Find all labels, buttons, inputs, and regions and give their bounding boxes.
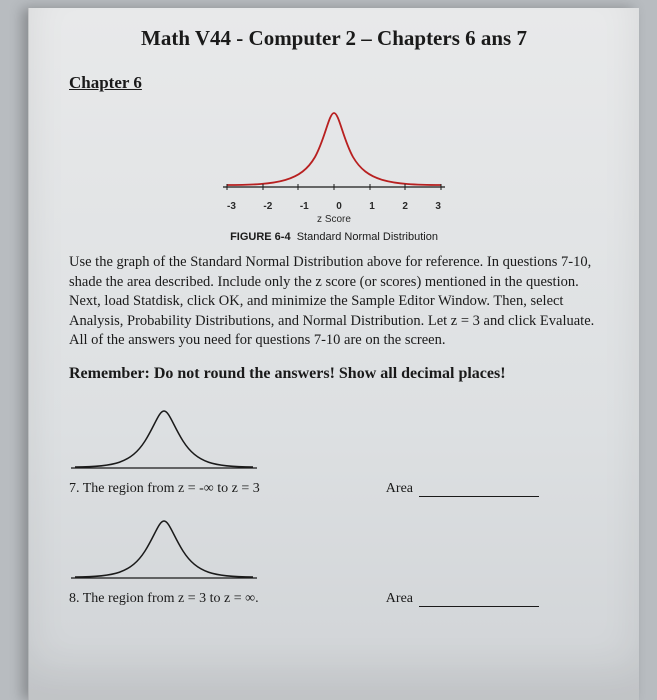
remember-heading: Remember: Do not round the answers! Show… [69,365,599,383]
chapter-heading: Chapter 6 [69,73,599,93]
tick-label: 0 [336,201,342,212]
tick-label: -2 [263,201,272,212]
figure-label: FIGURE 6-4 [230,231,291,243]
page-title: Math V44 - Computer 2 – Chapters 6 ans 7 [69,26,599,51]
tick-label: 1 [369,201,375,212]
tick-label: 2 [402,201,408,212]
area-label: Area [386,481,413,497]
axis-tick-labels: -3 -2 -1 0 1 2 3 [227,201,441,212]
question-7-curve [69,405,259,475]
tick-label: -1 [300,201,309,212]
question-7-text: 7. The region from z = -∞ to z = 3 [69,481,260,497]
figure-caption-text: Standard Normal Distribution [297,231,438,243]
tick-label: -3 [227,201,236,212]
area-blank-line[interactable] [419,593,539,607]
question-8-block: 8. The region from z = 3 to z = ∞. Area [69,515,599,607]
worksheet-page: Math V44 - Computer 2 – Chapters 6 ans 7… [28,8,639,700]
main-normal-curve-figure [219,107,449,197]
area-label: Area [386,591,413,607]
question-7-area-field[interactable]: Area [386,481,539,497]
figure-caption: FIGURE 6-4 Standard Normal Distribution [69,231,599,243]
question-7-row: 7. The region from z = -∞ to z = 3 Area [69,481,599,497]
tick-label: 3 [435,201,441,212]
instructions-paragraph: Use the graph of the Standard Normal Dis… [69,253,599,351]
normal-curve-svg [219,107,449,197]
question-8-area-field[interactable]: Area [386,591,539,607]
question-8-curve [69,515,259,585]
axis-caption: z Score [69,214,599,225]
question-8-row: 8. The region from z = 3 to z = ∞. Area [69,591,599,607]
question-8-text: 8. The region from z = 3 to z = ∞. [69,591,259,607]
area-blank-line[interactable] [419,483,539,497]
question-7-block: 7. The region from z = -∞ to z = 3 Area [69,405,599,497]
